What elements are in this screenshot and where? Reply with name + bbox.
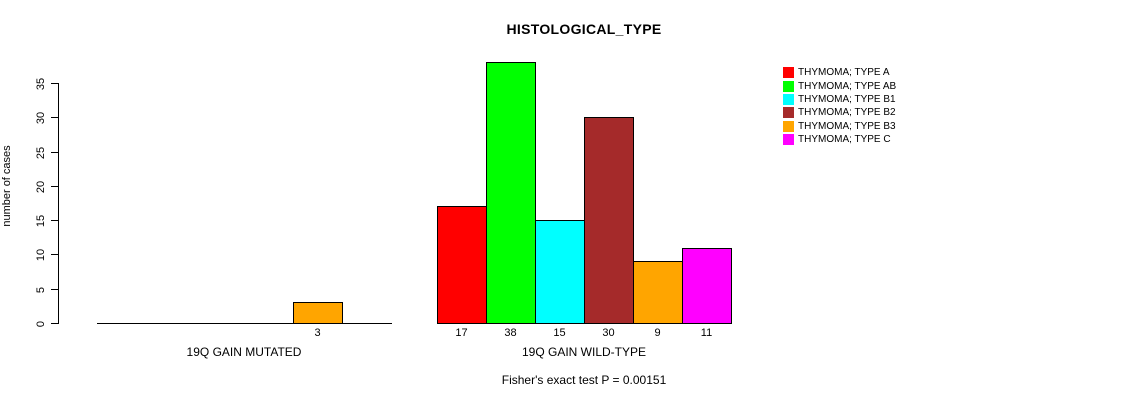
y-tick-label: 25 [35, 146, 47, 159]
y-tick-mark [51, 152, 58, 153]
legend-swatch-icon [783, 93, 794, 105]
legend-item: THYMOMA; TYPE B2 [783, 106, 896, 119]
y-tick-mark [51, 289, 58, 290]
bar-thymoma-type-c [682, 248, 732, 324]
y-tick-label: 0 [35, 320, 47, 327]
legend-label: THYMOMA; TYPE A [798, 67, 890, 79]
group-baseline [97, 323, 392, 324]
bar-thymoma-type-b3 [293, 302, 343, 324]
legend-item: THYMOMA; TYPE B1 [783, 93, 896, 106]
legend-item: THYMOMA; TYPE AB [783, 79, 896, 92]
legend-label: THYMOMA; TYPE C [798, 134, 891, 146]
bar-value-label: 15 [553, 327, 566, 339]
group-label-19q-gain-wild-type: 19Q GAIN WILD-TYPE [521, 345, 647, 359]
bar-value-label: 17 [455, 327, 468, 339]
fisher-test-annotation: Fisher's exact test P = 0.00151 [501, 373, 667, 387]
y-tick-mark [51, 83, 58, 84]
legend-swatch-icon [783, 67, 794, 79]
legend: THYMOMA; TYPE A THYMOMA; TYPE AB THYMOMA; … [783, 66, 896, 146]
y-axis-label: number of cases [1, 145, 13, 227]
legend-swatch-icon [783, 107, 794, 119]
y-tick-label: 10 [35, 248, 47, 261]
y-tick-label: 35 [35, 77, 47, 90]
bar-thymoma-type-ab [486, 62, 536, 324]
bar-value-label: 9 [654, 327, 661, 339]
bar-value-label: 11 [700, 327, 713, 339]
legend-swatch-icon [783, 134, 794, 146]
y-axis-line [58, 83, 59, 324]
y-tick-label: 30 [35, 111, 47, 124]
legend-label: THYMOMA; TYPE B1 [798, 93, 896, 105]
y-tick-mark [51, 254, 58, 255]
bar-thymoma-type-b2 [584, 117, 634, 324]
legend-label: THYMOMA; TYPE B2 [798, 107, 896, 119]
bar-thymoma-type-b1 [535, 220, 585, 324]
legend-label: THYMOMA; TYPE B3 [798, 120, 896, 132]
bar-value-label: 30 [602, 327, 615, 339]
bar-value-label: 38 [504, 327, 517, 339]
bar-thymoma-type-a [437, 206, 487, 324]
legend-swatch-icon [783, 120, 794, 132]
y-tick-label: 20 [35, 180, 47, 193]
y-tick-mark [51, 220, 58, 221]
group-label-19q-gain-mutated: 19Q GAIN MUTATED [186, 345, 302, 359]
y-tick-label: 15 [35, 214, 47, 227]
legend-item: THYMOMA; TYPE A [783, 66, 896, 79]
y-tick-mark [51, 186, 58, 187]
legend-swatch-icon [783, 80, 794, 92]
y-tick-mark [51, 323, 58, 324]
bar-thymoma-type-b3 [633, 261, 683, 324]
y-tick-label: 5 [35, 286, 47, 293]
legend-item: THYMOMA; TYPE C [783, 133, 896, 146]
legend-label: THYMOMA; TYPE AB [798, 80, 897, 92]
legend-item: THYMOMA; TYPE B3 [783, 120, 896, 133]
chart-title: HISTOLOGICAL_TYPE [506, 21, 662, 37]
bar-value-label: 3 [314, 327, 321, 339]
y-tick-mark [51, 117, 58, 118]
